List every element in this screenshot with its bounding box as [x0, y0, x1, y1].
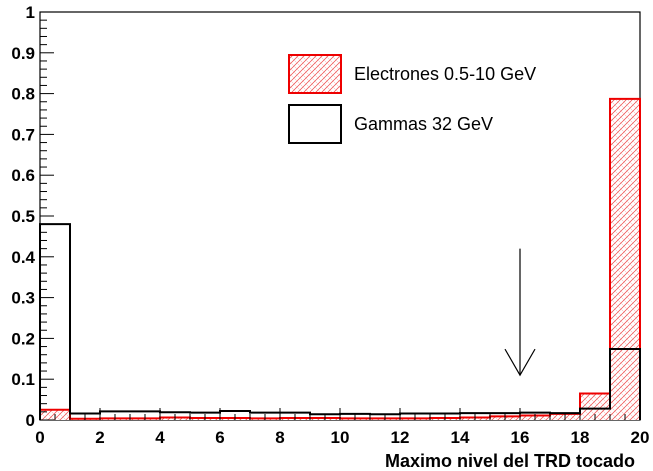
- x-tick-label-9: 18: [571, 428, 590, 447]
- y-tick-label-4: 0.4: [11, 248, 35, 267]
- y-tick-label-6: 0.6: [11, 166, 35, 185]
- x-tick-label-1: 2: [95, 428, 104, 447]
- legend-label-0: Electrones 0.5-10 GeV: [354, 64, 536, 84]
- x-tick-label-6: 12: [391, 428, 410, 447]
- series-layer: [39, 97, 641, 421]
- x-tick-label-0: 0: [35, 428, 44, 447]
- y-tick-label-8: 0.8: [11, 85, 35, 104]
- legend-label-1: Gammas 32 GeV: [354, 114, 493, 134]
- x-tick-label-2: 4: [155, 428, 165, 447]
- y-tick-label-9: 0.9: [11, 44, 35, 63]
- y-tick-label-1: 0.1: [11, 370, 35, 389]
- x-tick-label-3: 6: [215, 428, 224, 447]
- y-tick-label-5: 0.5: [11, 207, 35, 226]
- series-outline-1: [39, 223, 641, 420]
- x-tick-label-4: 8: [275, 428, 284, 447]
- y-tick-label-2: 0.2: [11, 329, 35, 348]
- series-1: [39, 223, 641, 420]
- series-outline-0: [39, 97, 641, 420]
- x-tick-label-8: 16: [511, 428, 530, 447]
- x-axis-title: Maximo nivel del TRD tocado: [385, 451, 635, 471]
- legend-swatch-0: [288, 54, 342, 94]
- x-tick-label-5: 10: [331, 428, 350, 447]
- y-tick-label-3: 0.3: [11, 289, 35, 308]
- bar-series-0-bin-19: [610, 98, 640, 421]
- arrow-head: [504, 348, 536, 377]
- legend-swatch-1: [288, 104, 342, 144]
- annotation-layer: [504, 248, 536, 377]
- axis-layer: 0 2 4 6 8 10 12 14 16 18 20 0 0.1 0.2 0.3 0.4 0.5 0.6 0.7 0…: [11, 3, 649, 447]
- series-0: [39, 97, 641, 421]
- y-tick-label-10: 1: [26, 3, 35, 22]
- x-tick-label-7: 14: [451, 428, 470, 447]
- y-tick-label-0: 0: [26, 411, 35, 430]
- legend: Electrones 0.5-10 GeV Gammas 32 GeV: [288, 54, 536, 144]
- x-tick-label-10: 20: [631, 428, 650, 447]
- y-tick-label-7: 0.7: [11, 125, 35, 144]
